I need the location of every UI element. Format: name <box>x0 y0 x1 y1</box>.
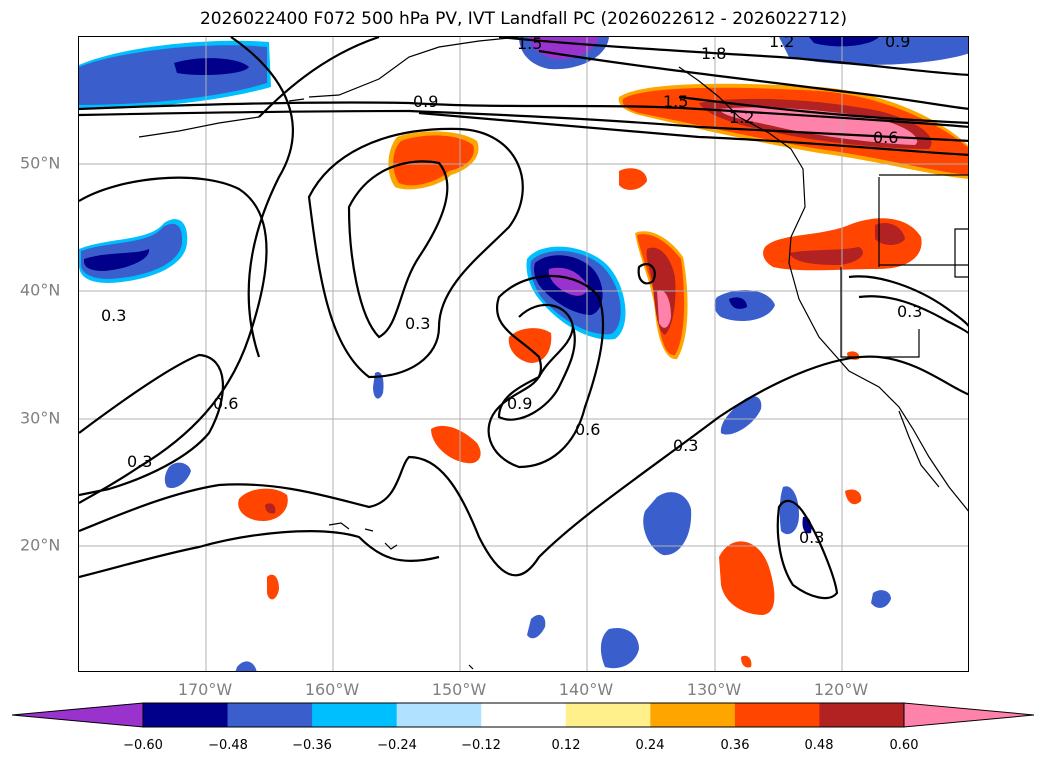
lon-label: 150°W <box>431 680 487 699</box>
contour-label: 1.5 <box>663 92 688 111</box>
positive-anomaly-region <box>508 328 552 363</box>
colorbar-tick-label: −0.12 <box>461 738 501 753</box>
positive-anomaly-region <box>657 290 671 328</box>
colorbar-segment <box>650 703 736 727</box>
colorbar-tick-label: 0.36 <box>720 738 750 753</box>
contour-labels: 1.5 1.8 1.2 0.9 0.9 1.5 1.2 0.6 0.3 0.3 … <box>101 37 922 547</box>
positive-anomaly-region <box>238 488 288 521</box>
colorbar-tick-label: 0.12 <box>551 738 581 753</box>
colorbar-segment <box>565 703 651 727</box>
positive-anomaly-region <box>619 168 647 190</box>
lon-label: 170°W <box>177 680 233 699</box>
lon-label: 140°W <box>558 680 614 699</box>
negative-anomaly-region <box>779 486 799 535</box>
negative-anomaly-region <box>235 661 257 671</box>
negative-anomaly-region <box>643 492 692 556</box>
negative-anomaly-region <box>600 627 639 669</box>
colorbar-tick-label: 0.24 <box>635 738 665 753</box>
positive-anomaly-region <box>393 135 474 186</box>
positive-anomaly-region <box>265 503 276 514</box>
negative-anomaly-region <box>809 37 879 47</box>
contour-label: 0.3 <box>673 436 698 455</box>
contour-label: 1.8 <box>701 44 726 63</box>
colorbar-extend-low <box>12 703 143 727</box>
colorbar <box>12 702 1035 728</box>
positive-anomaly-region <box>741 655 752 668</box>
colorbar-tick-label: 0.60 <box>889 738 919 753</box>
graticule <box>79 37 968 671</box>
colorbar-segment <box>396 703 482 727</box>
colorbar-segment <box>481 703 567 727</box>
contour-label: 0.3 <box>897 302 922 321</box>
lat-label: 40°N <box>20 280 61 300</box>
negative-anomaly-region <box>79 45 267 105</box>
contour-label: 0.3 <box>127 452 152 471</box>
contour-label: 0.3 <box>101 306 126 325</box>
negative-anomaly-region <box>83 249 150 271</box>
lon-label: 160°W <box>304 680 360 699</box>
contour-label: 1.2 <box>729 108 754 127</box>
coastlines <box>138 37 968 670</box>
colorbar-extend-high <box>904 703 1034 727</box>
positive-anomaly-region <box>875 222 905 245</box>
negative-anomaly-region <box>529 37 599 60</box>
positive-anomaly-region <box>267 574 279 600</box>
colorbar-segment <box>143 703 229 727</box>
negative-anomaly-region <box>548 267 588 296</box>
contour-label: 0.9 <box>413 92 438 111</box>
negative-anomaly-region <box>779 37 968 65</box>
contour-label: 1.2 <box>769 37 794 51</box>
pv-contours <box>79 37 968 600</box>
colorbar-segment <box>734 703 820 727</box>
lon-label: 120°W <box>813 680 869 699</box>
colorbar-segment <box>819 703 905 727</box>
lat-label: 20°N <box>20 535 61 555</box>
colorbar-tick-label: −0.24 <box>377 738 417 753</box>
contour-label: 0.6 <box>575 420 600 439</box>
colorbar-segment <box>312 703 398 727</box>
negative-anomaly-region <box>81 223 183 279</box>
positive-anomaly-region <box>789 247 863 265</box>
negative-anomaly-region <box>720 396 762 435</box>
negative-anomaly-region <box>164 462 191 489</box>
colorbar-tick-label: −0.60 <box>123 738 163 753</box>
positive-anomaly-region <box>845 489 862 505</box>
contour-label: 0.3 <box>799 528 824 547</box>
figure-title: 2026022400 F072 500 hPa PV, IVT Landfall… <box>199 9 847 29</box>
negative-anomaly-region <box>729 297 747 309</box>
lat-label: 30°N <box>20 408 61 428</box>
positive-anomaly-region <box>719 541 775 615</box>
positive-anomaly-region <box>431 425 481 464</box>
colorbar-tick-label: 0.48 <box>804 738 834 753</box>
contour-label: 0.9 <box>507 394 532 413</box>
negative-anomaly-region <box>527 614 546 639</box>
colorbar-segment <box>227 703 313 727</box>
contour-label: 0.9 <box>885 37 910 51</box>
lon-label: 130°W <box>686 680 742 699</box>
lat-label: 50°N <box>20 153 61 173</box>
map-canvas: 1.5 1.8 1.2 0.9 0.9 1.5 1.2 0.6 0.3 0.3 … <box>79 37 968 671</box>
negative-anomaly-region <box>871 590 891 608</box>
negative-anomaly-region <box>373 371 384 399</box>
contour-label: 0.3 <box>405 314 430 333</box>
contour-label: 1.5 <box>517 37 542 53</box>
colorbar-tick-label: −0.36 <box>292 738 332 753</box>
negative-anomaly-region <box>174 58 249 75</box>
map-panel: 1.5 1.8 1.2 0.9 0.9 1.5 1.2 0.6 0.3 0.3 … <box>78 36 969 672</box>
contour-label: 0.6 <box>873 128 898 147</box>
shaded-fields <box>79 37 968 671</box>
colorbar-tick-label: −0.48 <box>208 738 248 753</box>
contour-label: 0.6 <box>213 394 238 413</box>
